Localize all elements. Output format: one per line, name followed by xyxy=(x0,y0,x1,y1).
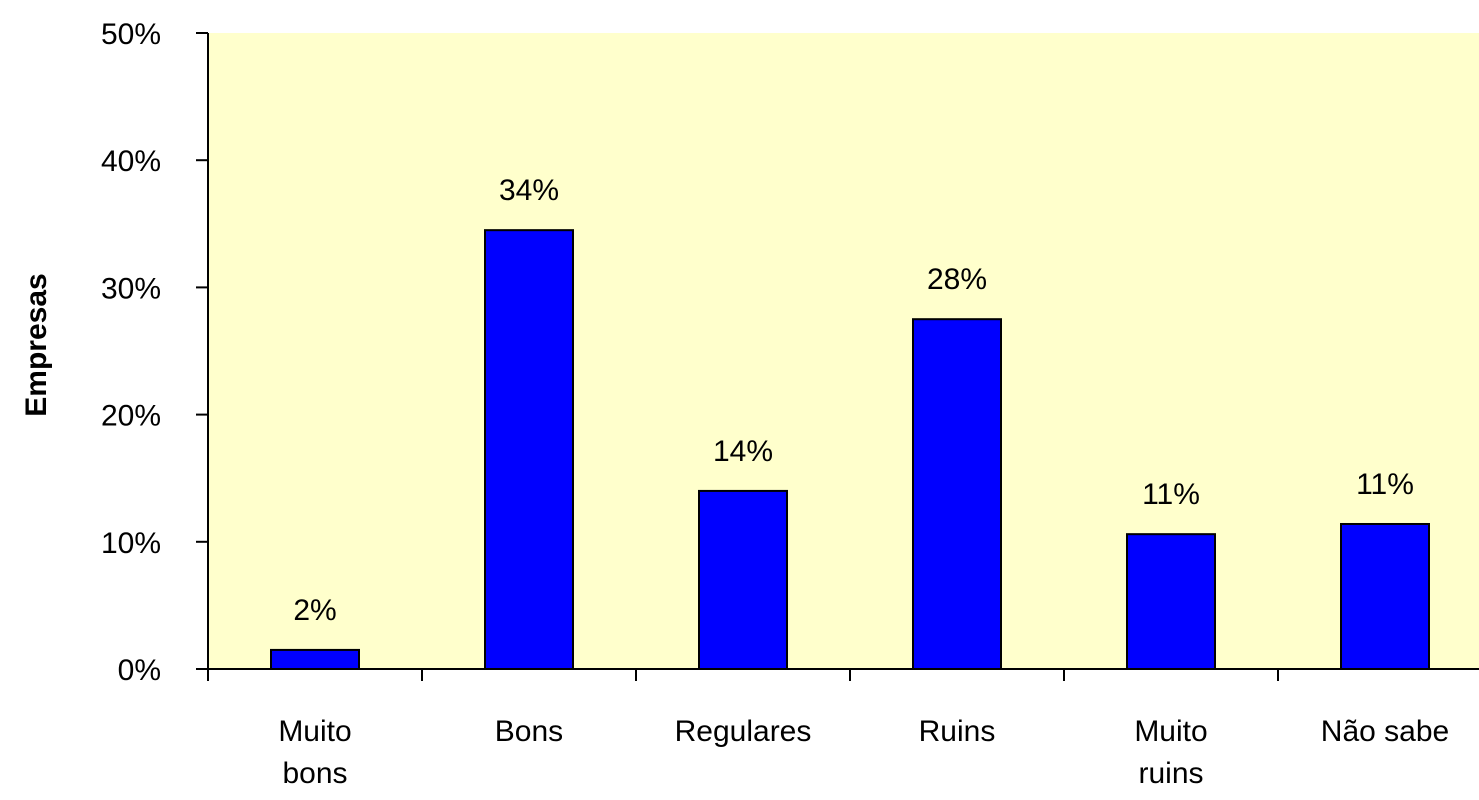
data-label: 11% xyxy=(1142,478,1200,511)
x-ticks-group xyxy=(207,669,1279,681)
y-tick-label: 40% xyxy=(101,145,161,178)
category-label: Muito bons xyxy=(278,715,351,790)
data-label: 11% xyxy=(1356,468,1414,501)
category-label: Ruins xyxy=(919,715,996,748)
y-ticks-group: 0% 10% 20% 30% 40% 50% xyxy=(101,18,208,687)
y-tick-label: 0% xyxy=(118,654,161,687)
data-labels-group: 2% 34% 14% 28% 11% 11% xyxy=(293,174,1414,627)
bar xyxy=(912,318,1002,670)
y-tick-label: 20% xyxy=(101,400,161,433)
y-tick-label: 30% xyxy=(101,272,161,305)
bar xyxy=(698,489,788,671)
bar xyxy=(1126,533,1216,671)
category-label: Bons xyxy=(495,715,563,748)
data-label: 2% xyxy=(293,594,336,627)
plot-area xyxy=(208,33,1479,669)
bars-group xyxy=(270,229,1430,671)
category-label: Regulares xyxy=(675,715,812,748)
bar xyxy=(270,648,360,670)
y-tick-label: 10% xyxy=(101,527,161,560)
data-label: 34% xyxy=(499,174,559,207)
y-axis-title: Empresas xyxy=(20,273,53,416)
category-labels-group: Muito bons Bons Regulares Ruins Muito ruins Não… xyxy=(278,715,1449,790)
y-tick-label: 50% xyxy=(101,18,161,51)
category-label: Não sabe xyxy=(1321,715,1449,748)
bar xyxy=(1340,522,1430,670)
data-label: 14% xyxy=(713,435,773,468)
category-label: Muito ruins xyxy=(1134,715,1207,790)
data-label: 28% xyxy=(927,263,987,296)
bar xyxy=(484,229,574,670)
